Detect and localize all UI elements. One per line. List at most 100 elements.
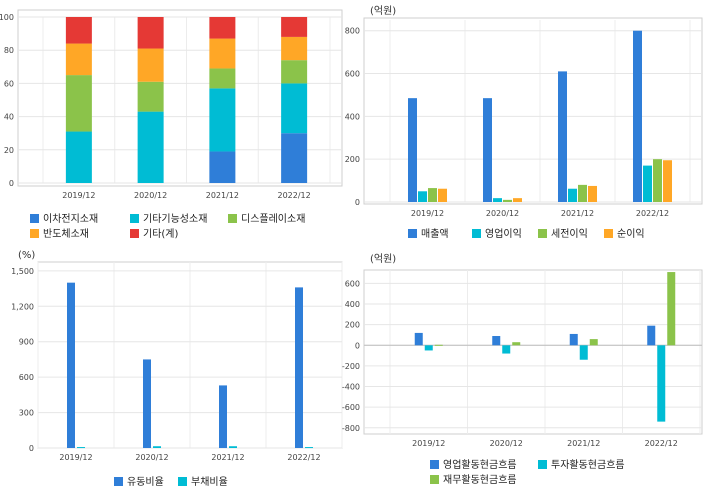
chart-1-legend-swatch [228,214,237,223]
chart-1-xtick-label: 2019/12 [62,191,95,200]
chart-1-bar [137,48,164,82]
chart-4-bar [424,345,433,351]
chart-4-bar [492,336,501,346]
chart-2-xtick-label: 2020/12 [486,209,519,218]
chart-1-xtick-label: 2022/12 [278,191,311,200]
chart-1-legend-label: 이차전지소재 [43,213,98,225]
chart-2-legend-label: 세전이익 [551,228,588,240]
chart-2-ytick-label: 0 [355,198,360,207]
chart-4-legend-label: 영업활동현금흐름 [443,458,517,471]
chart-3-bar [295,287,303,448]
chart-2-xtick-label: 2022/12 [636,209,669,218]
chart-3-bar [67,282,75,448]
chart-1-ytick-label: 100 [0,13,14,22]
chart-3-legend-swatch [114,477,123,486]
chart-1-legend-label: 기타(계) [143,228,179,240]
chart-3-bar [219,385,227,448]
chart-1-xtick-label: 2021/12 [206,191,239,200]
chart-3-ytick-label: 600 [19,373,34,382]
chart-2-unit-label: (억원) [370,5,396,17]
chart-1-xtick-label: 2020/12 [134,191,167,200]
chart-1-bar [137,81,164,112]
chart-4-unit-label: (억원) [370,253,396,265]
chart-1-bar [209,151,236,183]
chart-2-bar [663,160,672,202]
chart-1-legend-label: 기타기능성소재 [143,213,207,225]
chart-1-ytick-label: 40 [4,113,14,122]
chart-1-ytick-label: 80 [4,46,14,55]
chart-4-legend-label: 재무활동현금흐름 [443,473,517,486]
chart-2-bar [408,98,417,202]
chart-2-legend-label: 순이익 [617,228,645,240]
chart-4-ytick-label: 0 [355,341,360,350]
chart-3-bar [77,447,85,449]
chart-4-legend-swatch [538,460,547,469]
chart-1-bar [65,131,92,183]
chart-3-unit-label: (%) [18,250,35,261]
chart-3-xtick-label: 2021/12 [211,453,244,462]
chart-1-bar [281,60,308,84]
chart-4-bar [579,345,588,360]
chart-3-ytick-label: 300 [19,409,34,418]
chart-4-ytick-label: -200 [342,362,360,371]
chart-4-ytick-label: 600 [345,279,360,288]
chart-4-ytick-label: -800 [342,424,360,433]
chart-4-legend-swatch [430,460,439,469]
chart-4-bar [569,333,578,346]
chart-1-bar [209,17,236,39]
chart-3-ytick-label: 1,500 [11,267,34,276]
chart-3-xtick-label: 2022/12 [287,453,320,462]
chart-2-xtick-label: 2019/12 [411,209,444,218]
chart-1-legend-label: 디스플레이소재 [241,213,305,225]
chart-2-bar [578,184,587,202]
chart-2-bar [633,30,642,202]
chart-2-bar [513,198,522,202]
chart-3-bar [305,447,313,449]
chart-2-legend-swatch [538,229,547,238]
chart-2-legend-swatch [472,229,481,238]
chart-3-bar [153,446,161,448]
chart-1-ytick-label: 0 [9,179,14,188]
chart-4-bar [414,332,423,346]
chart-2-bar [588,185,597,202]
chart-4-xtick-label: 2020/12 [490,439,523,448]
chart-4-bar [434,344,443,346]
chart-4-frame [363,269,703,435]
chart-1-bar [137,17,164,49]
chart-1-bar [65,75,92,132]
chart-3-legend-swatch [178,477,187,486]
chart-4-bar [589,339,598,346]
chart-4-bar [657,345,666,422]
chart-1-bar [209,68,236,89]
chart-4-ytick-label: -600 [342,403,360,412]
chart-2-bar [418,191,427,202]
chart-2-ytick-label: 200 [345,155,360,164]
chart-2-legend-label: 영업이익 [485,227,522,240]
chart-2-legend-swatch [408,229,417,238]
chart-1-bar [281,17,308,37]
chart-4-xtick-label: 2021/12 [567,439,600,448]
chart-3-ytick-label: 1,200 [11,302,34,311]
chart-1-ytick-label: 20 [4,146,14,155]
chart-3-bar [229,446,237,448]
chart-3-xtick-label: 2019/12 [59,453,92,462]
chart-3-xtick-label: 2020/12 [135,453,168,462]
chart-1-legend-swatch [30,229,39,238]
chart-3-ytick-label: 900 [19,338,34,347]
chart-3-bar [143,359,151,448]
chart-2-legend-label: 매출액 [421,228,449,240]
chart-2-ytick-label: 800 [345,27,360,36]
chart-2-bar [558,71,567,202]
chart-4-legend-label: 투자활동현금흐름 [551,458,625,471]
chart-1-legend-swatch [130,214,139,223]
chart-1-bar [281,133,308,183]
chart-2-ytick-label: 600 [345,70,360,79]
chart-2-ytick-label: 400 [345,112,360,121]
chart-2-bar [428,188,437,202]
chart-2-bar [483,98,492,202]
chart-2-xtick-label: 2021/12 [561,209,594,218]
chart-1-bar [281,83,308,134]
chart-4-bar [667,272,676,346]
chart-4-ytick-label: 200 [345,321,360,330]
chart-1-bar [281,36,308,61]
